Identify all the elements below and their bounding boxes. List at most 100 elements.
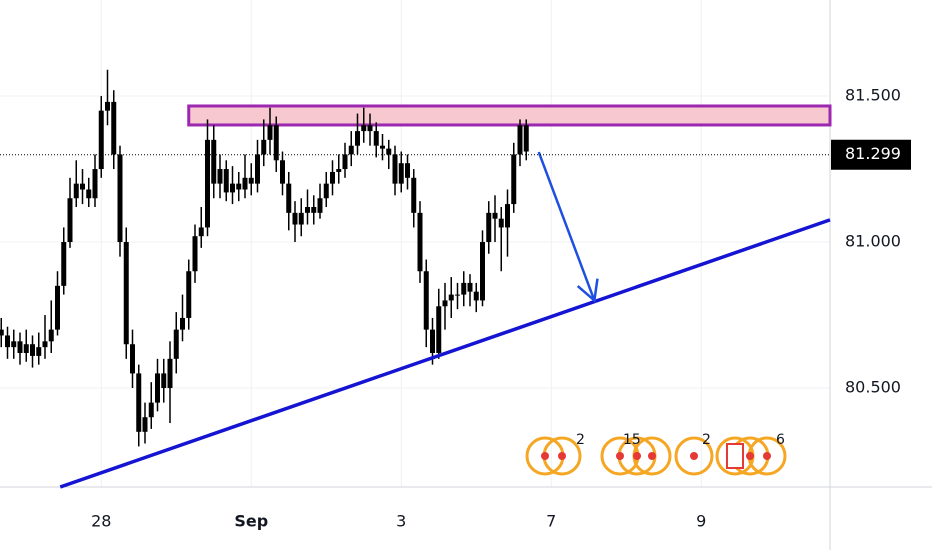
- candle-body: [436, 306, 442, 353]
- candle-body: [255, 154, 260, 184]
- candle-body: [223, 169, 229, 193]
- candle-body: [248, 177, 254, 184]
- candle-body: [55, 285, 60, 330]
- candle-body: [348, 145, 354, 155]
- candle-body: [380, 145, 385, 149]
- arrow-head: [576, 278, 599, 303]
- candle-body: [186, 271, 192, 318]
- candle-body: [161, 373, 167, 389]
- event-group: 2: [525, 432, 585, 476]
- event-group: 15: [600, 432, 672, 476]
- candle-body: [11, 341, 17, 348]
- candle-body: [5, 335, 10, 348]
- candle-body: [167, 358, 173, 389]
- resistance-zone: [187, 104, 832, 127]
- candle-body: [442, 300, 448, 307]
- candle-body: [105, 101, 110, 111]
- candle-body: [492, 212, 498, 219]
- candle-body: [430, 329, 435, 353]
- candle-body: [142, 417, 148, 432]
- candle-body: [517, 125, 523, 155]
- candle-body: [386, 148, 392, 155]
- candle-body: [273, 125, 279, 161]
- candle-body: [523, 125, 529, 152]
- candle-body: [36, 347, 42, 356]
- candle-body: [217, 169, 223, 184]
- candle-body: [198, 227, 204, 237]
- candle-body: [455, 294, 460, 296]
- candle-body: [448, 294, 454, 301]
- candle-body: [117, 154, 123, 243]
- x-tick-label: Sep: [234, 512, 268, 531]
- candle-body: [180, 317, 185, 330]
- candle-body: [130, 344, 135, 374]
- candle-body: [0, 329, 4, 336]
- candle-body: [136, 373, 142, 432]
- candle-body: [17, 341, 23, 353]
- candle-body: [67, 198, 73, 243]
- arrow: [537, 151, 596, 301]
- event-icons: 2 15 2 6: [525, 432, 787, 476]
- event-group: 6: [715, 432, 787, 476]
- candle-body: [505, 204, 510, 228]
- x-tick-label: 28: [91, 512, 111, 531]
- candle-body: [73, 183, 79, 199]
- candle-body: [242, 177, 248, 190]
- trend-line: [59, 218, 831, 489]
- candle-body: [267, 125, 273, 140]
- event-count: 2: [576, 432, 585, 448]
- event-count: 15: [623, 432, 641, 448]
- candle-body: [98, 110, 104, 170]
- candle-body: [323, 183, 329, 199]
- candle-body: [192, 236, 198, 272]
- candle-body: [467, 282, 473, 292]
- candle-body: [461, 282, 467, 295]
- candle-body: [148, 402, 154, 418]
- candle-body: [342, 154, 348, 170]
- candle-body: [298, 212, 304, 225]
- candle-body: [405, 163, 410, 178]
- candle-body: [205, 139, 210, 228]
- y-tick-label: 81.000: [845, 232, 901, 251]
- candle-body: [473, 291, 479, 301]
- candle-body: [111, 101, 117, 155]
- candle-body: [280, 160, 285, 184]
- candle-body: [30, 344, 35, 356]
- candle-body: [86, 189, 92, 199]
- candle-body: [480, 242, 485, 301]
- event-count: 2: [702, 432, 711, 448]
- current-price-box: [831, 139, 911, 170]
- candle-body: [411, 177, 417, 213]
- candle-body: [305, 207, 310, 213]
- candle-body: [261, 139, 267, 155]
- candle-body: [236, 183, 242, 190]
- candle-body: [173, 329, 179, 359]
- candle-body: [423, 271, 429, 330]
- event-group: 2: [674, 432, 714, 476]
- candle-body: [417, 212, 423, 272]
- candle-body: [511, 154, 517, 205]
- event-count: 6: [776, 432, 785, 448]
- candle-body: [361, 125, 367, 132]
- candle-body: [123, 242, 129, 345]
- candle-body: [23, 344, 29, 353]
- candle-body: [398, 163, 404, 184]
- y-tick-label: 81.500: [845, 86, 901, 105]
- candle-body: [498, 218, 504, 228]
- y-tick-label: 80.500: [845, 378, 901, 397]
- x-tick-label: 9: [696, 512, 706, 531]
- candle-body: [61, 242, 67, 286]
- candle-body: [80, 183, 85, 190]
- candle-body: [311, 207, 317, 213]
- x-tick-label: 3: [396, 512, 406, 531]
- candle-body: [286, 183, 292, 213]
- candle-body: [230, 183, 235, 193]
- candle-body: [355, 131, 360, 146]
- candle-body: [211, 139, 217, 184]
- candle-body: [486, 212, 492, 243]
- current-price-label: 81.299: [845, 144, 901, 163]
- candle-body: [392, 154, 398, 184]
- candle-body: [373, 131, 379, 146]
- candle-body: [336, 169, 342, 172]
